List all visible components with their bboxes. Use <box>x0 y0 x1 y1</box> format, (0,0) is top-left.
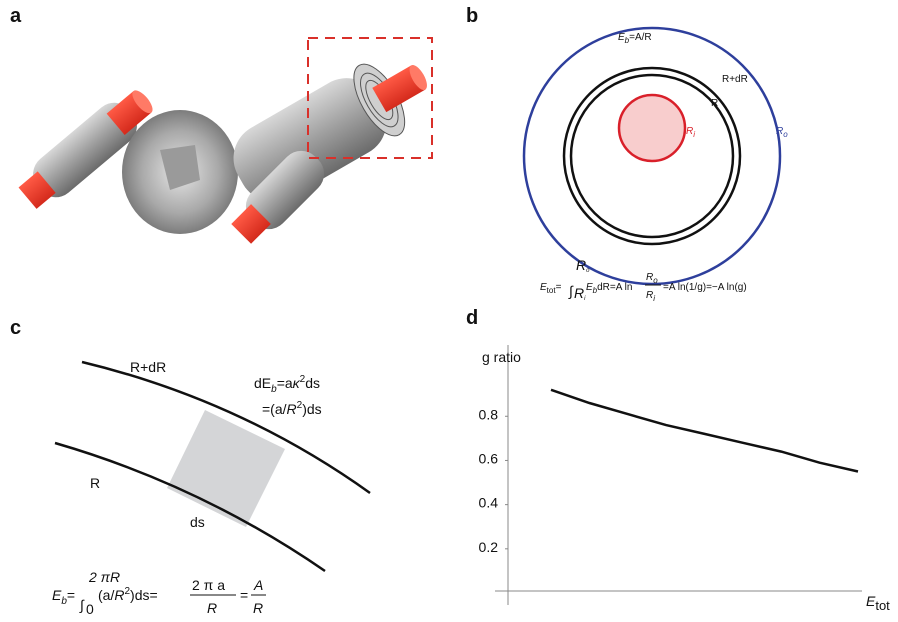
y-tick-label: 0.6 <box>479 450 499 466</box>
panel-label: b <box>466 5 478 27</box>
data-line <box>551 390 858 472</box>
total-energy-formula: Etot= ∫ Ro Ri EbdR=A ln Ro Ri =A ln(1/g)… <box>540 257 747 303</box>
energy-line-1: dEb=aκ2ds <box>254 374 320 395</box>
text: )ds= <box>130 587 158 603</box>
subscript: o <box>653 276 658 285</box>
text: ds <box>305 375 320 391</box>
figure: a b Eb=A/R R+dR R Ri Ro Etot= ∫ Ro Ri Eb… <box>0 0 898 622</box>
svg-text:(a/R2)ds=: (a/R2)ds= <box>98 586 158 603</box>
text: (a/ <box>98 587 114 603</box>
text: =(a/ <box>262 401 287 417</box>
energy-density-label: Eb=A/R <box>618 32 652 45</box>
text: =a <box>277 375 293 391</box>
text: = <box>240 587 248 603</box>
numerator: A <box>253 577 263 593</box>
numerator: 2 π a <box>192 577 225 593</box>
panel-label: a <box>10 5 22 27</box>
subscript: o <box>783 130 788 139</box>
bending-energy-formula: Eb= ∫ 2 πR 0 (a/R2)ds= 2 π a R = A R <box>52 569 266 617</box>
outer-curve-label: R+dR <box>130 359 166 375</box>
upper-limit: 2 πR <box>88 569 120 585</box>
g-ratio-chart: g ratio Etot 0.2 0.4 0.6 0.8 <box>479 345 891 613</box>
symbol: R <box>287 401 297 417</box>
svg-text:EbdR=A ln: EbdR=A ln <box>586 282 632 295</box>
energy-line-2: =(a/R2)ds <box>262 400 322 417</box>
symbol: R <box>646 290 653 301</box>
lower-limit: 0 <box>86 601 94 617</box>
denominator: R <box>253 600 263 616</box>
y-axis-label: g ratio <box>482 349 521 365</box>
panel-label: d <box>466 307 478 329</box>
inner-radius-label: R <box>711 98 718 109</box>
arc-label: ds <box>190 514 205 530</box>
outer-radius-label: R+dR <box>722 74 748 85</box>
svg-text:Eb=: Eb= <box>52 587 75 607</box>
svg-text:Etot=: Etot= <box>540 282 562 295</box>
text: )ds <box>302 401 321 417</box>
symbol: R <box>114 587 124 603</box>
panel-label: c <box>10 317 21 339</box>
y-tick-label: 0.2 <box>479 539 499 555</box>
symbol: R <box>686 126 693 137</box>
subscript: i <box>653 294 655 303</box>
x-axis-label: Etot <box>866 593 890 613</box>
symbol: R <box>776 126 783 137</box>
denominator: R <box>207 600 217 616</box>
axon-radius-label: Ri <box>686 126 695 139</box>
neuron-illustration <box>13 38 443 249</box>
inner-curve-label: R <box>90 475 100 491</box>
text: = <box>67 587 75 603</box>
symbol: R <box>576 257 586 273</box>
text: dE <box>254 375 271 391</box>
text: dR=A ln <box>597 282 632 293</box>
text: =A/R <box>629 32 652 43</box>
subscript: i <box>693 130 695 139</box>
y-tick-label: 0.4 <box>479 495 499 511</box>
integral: ∫ <box>79 597 85 613</box>
svg-text:Ri: Ri <box>574 285 586 302</box>
page: a b Eb=A/R R+dR R Ri Ro Etot= ∫ Ro Ri Eb… <box>0 0 898 622</box>
subscript: tot <box>875 598 890 613</box>
cross-section <box>524 28 780 284</box>
text: = <box>556 282 562 293</box>
subscript: i <box>584 296 586 302</box>
symbol: R <box>646 272 653 283</box>
symbol: R <box>574 285 584 301</box>
y-tick-label: 0.8 <box>479 406 499 422</box>
svg-text:Ri: Ri <box>646 290 655 303</box>
curved-membrane <box>55 362 370 571</box>
text: =A ln(1/g)=−A ln(g) <box>663 282 747 293</box>
